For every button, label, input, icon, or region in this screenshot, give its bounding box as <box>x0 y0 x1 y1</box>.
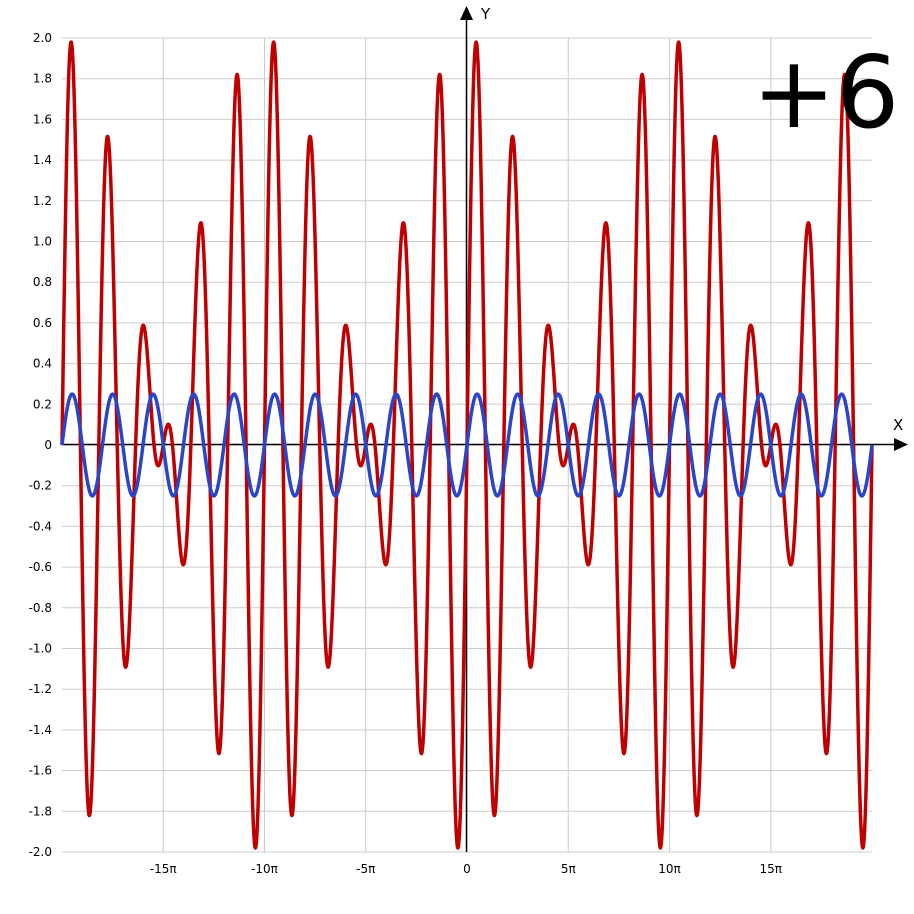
y-tick-label: 1.0 <box>33 235 52 249</box>
x-tick-label: 10π <box>658 862 681 876</box>
y-tick-label: -1.8 <box>29 804 52 818</box>
series-blue-curve <box>60 392 874 498</box>
y-tick-label: -2.0 <box>29 845 52 859</box>
y-tick-label: -0.4 <box>29 519 52 533</box>
y-tick-label: -1.0 <box>29 642 52 656</box>
x-axis-arrow-icon <box>894 438 908 451</box>
y-tick-label: 0.2 <box>33 397 52 411</box>
curves <box>60 40 874 850</box>
x-axis-label: X <box>893 416 903 434</box>
overlay-number: +6 <box>752 34 899 151</box>
y-axis-arrow-icon <box>460 6 473 20</box>
x-tick-labels: -15π -10π -5π 0 5π 10π 15π <box>150 862 782 876</box>
y-tick-label: -0.2 <box>29 479 52 493</box>
y-tick-label: 0 <box>44 438 52 452</box>
y-tick-label: -0.8 <box>29 601 52 615</box>
y-tick-label: -1.2 <box>29 682 52 696</box>
y-tick-label: 0.4 <box>33 357 52 371</box>
y-tick-label: 0.8 <box>33 275 52 289</box>
y-tick-label: 0.6 <box>33 316 52 330</box>
x-tick-label: -15π <box>150 862 177 876</box>
x-tick-label: 15π <box>760 862 783 876</box>
y-tick-label: 1.2 <box>33 194 52 208</box>
x-tick-label: -5π <box>356 862 375 876</box>
y-tick-label: 1.4 <box>33 153 52 167</box>
y-axis-label: Y <box>480 5 491 23</box>
y-tick-label: -1.4 <box>29 723 52 737</box>
x-tick-label: 0 <box>463 862 471 876</box>
x-tick-label: -10π <box>251 862 278 876</box>
y-tick-label: -0.6 <box>29 560 52 574</box>
y-tick-labels: 2.0 1.8 1.6 1.4 1.2 1.0 0.8 0.6 0.4 0.2 0 -0.2 -0.4 -… <box>29 31 52 859</box>
x-tick-label: 5π <box>561 862 576 876</box>
y-tick-label: 1.6 <box>33 112 52 126</box>
y-tick-label: 2.0 <box>33 31 52 45</box>
y-tick-label: -1.6 <box>29 764 52 778</box>
y-tick-label: 1.8 <box>33 72 52 86</box>
